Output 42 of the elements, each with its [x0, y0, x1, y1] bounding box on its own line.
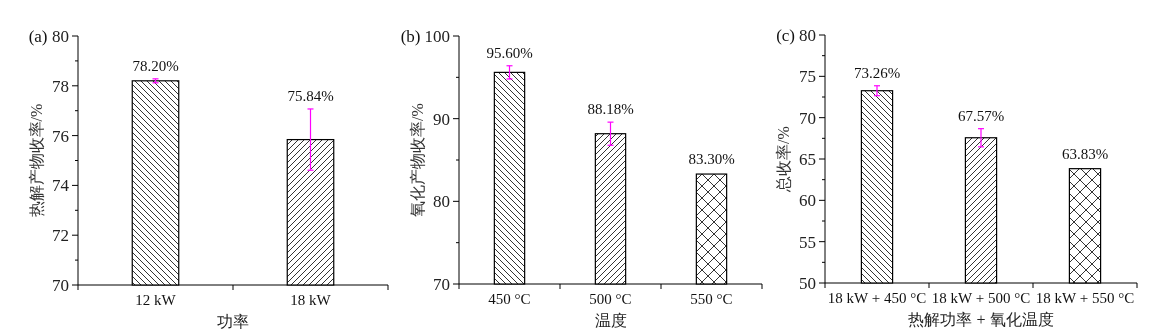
y-tick-label: 55 — [799, 232, 816, 252]
x-tick-label: 18 kW + 550 °C — [1035, 290, 1135, 306]
y-tick-label: 90 — [433, 109, 450, 129]
y-tick-label: 78 — [52, 76, 69, 96]
y-tick-label: 80 — [799, 26, 816, 45]
y-tick-label: 80 — [433, 192, 450, 212]
y-tick-label: 72 — [52, 226, 69, 246]
x-tick-label: 18 kW + 500 °C — [931, 290, 1031, 306]
data-label: 63.83% — [1061, 145, 1109, 162]
data-label: 88.18% — [587, 101, 634, 118]
y-axis-title: 总收率/% — [775, 126, 792, 193]
y-tick-label: 65 — [799, 150, 816, 169]
y-tick-label: 74 — [52, 176, 70, 196]
chart-title: (b) — [400, 27, 421, 46]
y-tick-label: 76 — [52, 126, 69, 146]
chart-title: (c) — [776, 26, 795, 45]
y-tick-label: 80 — [52, 27, 69, 46]
y-tick-label: 70 — [52, 276, 69, 295]
data-label: 75.84% — [287, 87, 334, 104]
x-axis-title: 热解功率 + 氧化温度 — [908, 311, 1054, 328]
x-tick-label: 18 kW — [290, 292, 332, 308]
x-axis-title: 温度 — [594, 312, 627, 329]
x-tick-label: 12 kW — [135, 292, 177, 308]
x-tick-label: 450 °C — [488, 291, 531, 307]
y-tick-label: 70 — [433, 275, 450, 294]
x-axis-title: 功率 — [217, 313, 249, 330]
x-tick-label: 550 °C — [690, 291, 733, 307]
y-tick-label: 50 — [799, 274, 816, 293]
x-tick-label: 500 °C — [589, 291, 632, 307]
data-label: 95.60% — [486, 44, 533, 61]
chart-title: (a) — [28, 27, 48, 46]
x-tick-label: 18 kW + 450 °C — [827, 290, 927, 306]
data-label: 83.30% — [688, 151, 735, 168]
data-label: 73.26% — [853, 64, 901, 81]
data-label: 67.57% — [957, 107, 1005, 124]
y-tick-label: 75 — [799, 67, 816, 87]
data-label: 78.20% — [132, 57, 179, 74]
y-axis-title: 氧化产物收率/% — [409, 103, 426, 217]
y-axis-title: 热解产物收率/% — [28, 103, 45, 218]
y-tick-label: 100 — [424, 27, 450, 46]
y-tick-label: 70 — [799, 108, 816, 128]
y-tick-label: 60 — [799, 191, 816, 211]
